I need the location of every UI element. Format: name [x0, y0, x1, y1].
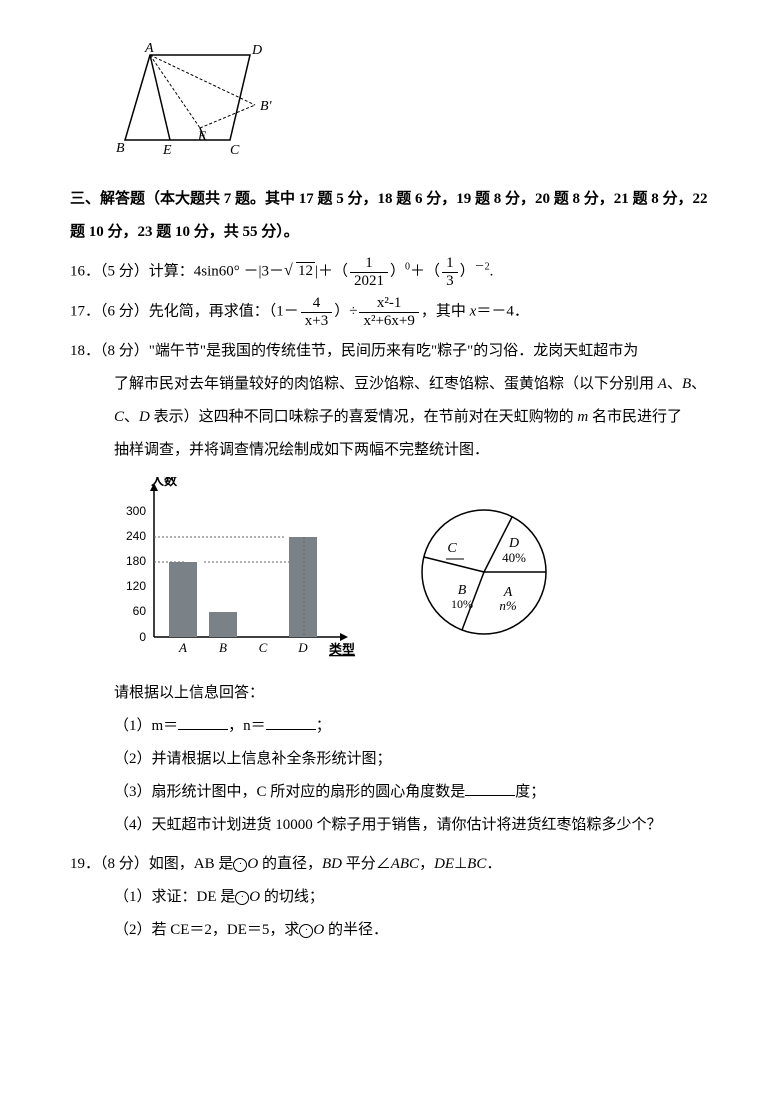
pie-chart: D 40% C B 10% A n% — [404, 497, 564, 647]
q19-sub1: （1）求证：DE 是·O 的切线； — [70, 881, 720, 914]
q16-mid2: ） — [390, 263, 405, 279]
svg-text:10%: 10% — [451, 597, 473, 611]
frac-num: 1 — [442, 255, 458, 273]
svg-text:240: 240 — [126, 529, 146, 543]
svg-text:40%: 40% — [502, 550, 526, 565]
frac-den: x²+6x+9 — [359, 313, 418, 330]
s3a: （3）扇形统计图中，C 所对应的扇形的圆心角度数是 — [114, 784, 465, 800]
svg-text:F: F — [197, 128, 207, 143]
q18-sub4: （4）天虹超市计划进货 10000 个粽子用于销售，请你估计将进货红枣馅粽多少个… — [70, 809, 720, 842]
svg-text:A: A — [144, 41, 154, 56]
exp-neg2: －2 — [475, 261, 490, 272]
q16-mid4: ） — [460, 263, 475, 279]
s1a: （1）求证：DE 是 — [114, 889, 235, 905]
q18-line4: 抽样调查，并将调查情况绘制成如下两幅不完整统计图． — [70, 434, 720, 467]
svg-text:D: D — [508, 536, 519, 551]
svg-text:300: 300 — [126, 504, 146, 518]
svg-text:E: E — [162, 143, 172, 158]
svg-text:0: 0 — [139, 630, 146, 644]
s1b: ，n＝ — [228, 718, 266, 734]
q16-mid1: |＋（ — [315, 263, 348, 279]
blank-input[interactable] — [266, 715, 316, 730]
circle-dot-icon: · — [235, 891, 249, 905]
s3b: 度； — [515, 784, 545, 800]
q17-end: ，其中 x＝－4． — [421, 303, 529, 319]
frac-num: x²-1 — [359, 295, 418, 313]
svg-text:n%: n% — [499, 598, 517, 613]
svg-text:D: D — [297, 640, 308, 655]
svg-text:60: 60 — [133, 604, 147, 618]
q18-sub3: （3）扇形统计图中，C 所对应的扇形的圆心角度数是 度； — [70, 776, 720, 809]
circle-dot-icon: · — [233, 858, 247, 872]
q18-sub2: （2）并请根据以上信息补全条形统计图； — [70, 743, 720, 776]
frac-num: 4 — [301, 295, 332, 313]
svg-text:C: C — [447, 541, 457, 556]
q19-sub2: （2）若 CE＝2，DE＝5，求·O 的半径． — [70, 914, 720, 947]
frac-den: x+3 — [301, 313, 332, 330]
svg-text:B': B' — [260, 99, 273, 114]
q16-mid3: ＋（ — [410, 263, 440, 279]
sqrt-12: 12 — [296, 262, 315, 279]
s1c: ； — [316, 718, 331, 734]
question-18: 18．（8 分）"端午节"是我国的传统佳节，民间历来有吃"粽子"的习俗．龙岗天虹… — [70, 335, 720, 842]
q19-line1: 19．（8 分）如图，AB 是·O 的直径，BD 平分∠ABC，DE⊥BC． — [70, 848, 720, 881]
section-header: 三、解答题（本大题共 7 题。其中 17 题 5 分，18 题 6 分，19 题… — [70, 183, 720, 249]
s1a: （1）m＝ — [114, 718, 178, 734]
svg-text:B: B — [219, 640, 227, 655]
q16-end: . — [490, 263, 494, 279]
blank-input[interactable] — [465, 781, 515, 796]
q17-prefix: 17．（6 分）先化简，再求值：（1－ — [70, 303, 299, 319]
svg-text:类型: 类型 — [329, 642, 355, 657]
s2a: （2）若 CE＝2，DE＝5，求 — [114, 922, 299, 938]
question-17: 17．（6 分）先化简，再求值：（1－4x+3）÷x²-1x²+6x+9，其中 … — [70, 295, 720, 329]
q17-mid1: ）÷ — [334, 303, 357, 319]
frac-den: 2021 — [350, 273, 388, 290]
question-19: 19．（8 分）如图，AB 是·O 的直径，BD 平分∠ABC，DE⊥BC． （… — [70, 848, 720, 947]
svg-text:C: C — [230, 143, 240, 158]
q16-text: 16．（5 分）计算：4sin60° －|3－ — [70, 263, 284, 279]
svg-text:B: B — [116, 141, 125, 156]
bar-chart: 0 60 120 180 240 300 — [114, 477, 364, 667]
blank-input[interactable] — [178, 715, 228, 730]
q18-sub1: （1）m＝ ，n＝ ； — [70, 710, 720, 743]
svg-text:D: D — [251, 43, 262, 58]
q18-line2: 了解市民对去年销量较好的肉馅粽、豆沙馅粽、红枣馅粽、蛋黄馅粽（以下分别用 A、B… — [70, 368, 720, 401]
svg-text:B: B — [458, 583, 467, 598]
q18-line1: 18．（8 分）"端午节"是我国的传统佳节，民间历来有吃"粽子"的习俗．龙岗天虹… — [70, 335, 720, 368]
frac-den: 3 — [442, 273, 458, 290]
geometry-figure: A D B' B E F C — [100, 40, 720, 173]
svg-text:C: C — [259, 640, 268, 655]
q18-line3: C、D 表示）这四种不同口味粽子的喜爱情况，在节前对在天虹购物的 m 名市民进行… — [70, 401, 720, 434]
q18-after: 请根据以上信息回答： — [70, 677, 720, 710]
question-16: 16．（5 分）计算：4sin60° －|3－12|＋（12021）0＋（13）… — [70, 255, 720, 289]
svg-text:人数: 人数 — [151, 477, 178, 488]
svg-text:120: 120 — [126, 579, 146, 593]
svg-text:180: 180 — [126, 554, 146, 568]
svg-text:A: A — [178, 640, 187, 655]
circle-dot-icon: · — [299, 924, 313, 938]
q19-l1a: 19．（8 分）如图，AB 是 — [70, 856, 233, 872]
frac-num: 1 — [350, 255, 388, 273]
